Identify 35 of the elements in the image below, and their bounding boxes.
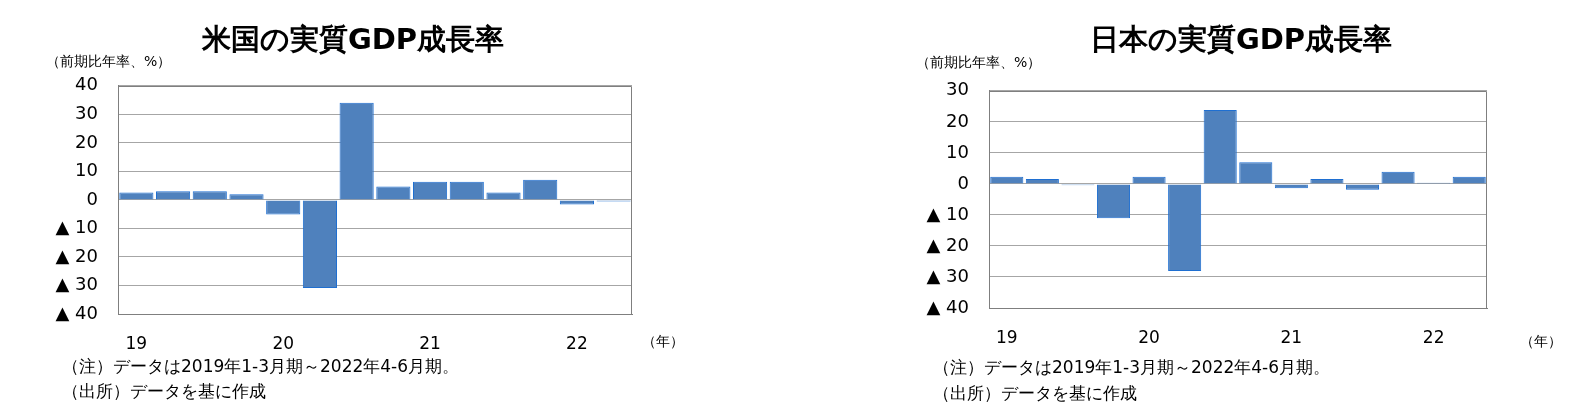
y-tick-label: 0 — [957, 171, 969, 193]
y-tick-label: 30 — [946, 78, 969, 100]
x-tick-label: 22 — [1422, 326, 1445, 347]
x-axis-title: （年） — [1520, 332, 1562, 350]
y-tick-label: ▲ 40 — [926, 295, 969, 317]
x-tick-label: 21 — [419, 332, 441, 353]
text: （出所）データを基に作成 — [62, 380, 266, 402]
y-tick-label: ▲ 40 — [55, 301, 98, 323]
x-tick-label: 22 — [566, 332, 588, 353]
x-tick-label: 21 — [1280, 326, 1303, 347]
y-tick-label: 0 — [86, 187, 98, 209]
y-tick-label: 30 — [75, 102, 98, 123]
text: （注）データは2019年1-3月期～2022年4-6月期。 — [933, 356, 1331, 378]
y-tick-label: 10 — [75, 159, 98, 181]
y-tick-label: 20 — [946, 109, 969, 131]
y-axis-title: （前期比年率、%） — [46, 52, 172, 70]
y-tick-label: 20 — [75, 130, 98, 152]
chart-title: 米国の実質GDP成長率 — [201, 21, 505, 57]
text: （注）データは2019年1-3月期～2022年4-6月期。 — [62, 355, 460, 377]
y-tick-label: 10 — [946, 140, 969, 162]
y-tick-label: ▲ 20 — [55, 244, 98, 266]
x-axis-title: （年） — [642, 332, 684, 350]
x-tick-label: 19 — [995, 326, 1018, 347]
y-tick-label: 40 — [75, 73, 98, 95]
y-tick-label: ▲ 10 — [55, 216, 98, 238]
text: （出所）データを基に作成 — [933, 382, 1137, 404]
x-tick-label: 20 — [1138, 326, 1160, 347]
y-tick-label: ▲ 10 — [926, 202, 969, 224]
x-tick-label: 19 — [125, 332, 148, 353]
y-axis-title: （前期比年率、%） — [916, 53, 1042, 71]
y-tick-label: ▲ 30 — [55, 273, 98, 295]
x-tick-label: 20 — [272, 332, 295, 353]
y-tick-label: ▲ 30 — [926, 264, 969, 286]
y-tick-label: ▲ 20 — [926, 233, 969, 255]
chart-title: 日本の実質GDP成長率 — [1089, 21, 1393, 57]
